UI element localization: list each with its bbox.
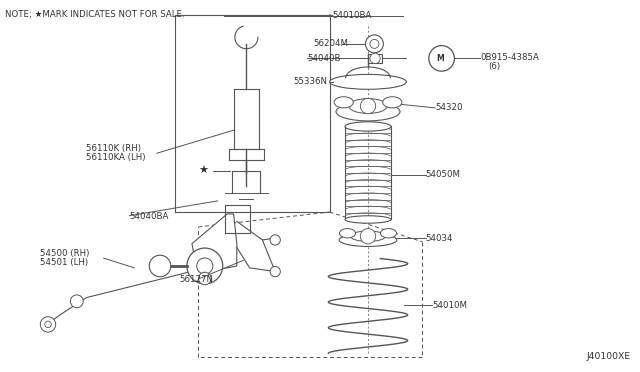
- Text: 56127N: 56127N: [179, 275, 213, 284]
- Circle shape: [70, 295, 83, 308]
- Text: 54500 (RH): 54500 (RH): [40, 249, 90, 258]
- Bar: [368, 54, 382, 63]
- Text: 56110K (RH): 56110K (RH): [86, 144, 141, 153]
- Text: M: M: [436, 54, 444, 63]
- Ellipse shape: [334, 97, 353, 108]
- Text: 54034: 54034: [426, 234, 453, 243]
- Circle shape: [365, 35, 383, 53]
- Text: 54040BA: 54040BA: [129, 212, 169, 221]
- Circle shape: [45, 321, 51, 328]
- Text: 54040B: 54040B: [308, 54, 341, 63]
- Circle shape: [360, 228, 376, 244]
- Ellipse shape: [351, 231, 385, 241]
- Ellipse shape: [339, 234, 397, 247]
- Text: NOTE; ★MARK INDICATES NOT FOR SALE.: NOTE; ★MARK INDICATES NOT FOR SALE.: [5, 10, 185, 19]
- Circle shape: [187, 248, 223, 284]
- Text: 0B915-4385A: 0B915-4385A: [480, 53, 539, 62]
- Circle shape: [270, 266, 280, 277]
- Text: ★: ★: [198, 166, 209, 176]
- Text: 55336N: 55336N: [293, 77, 327, 86]
- Circle shape: [196, 258, 213, 274]
- Text: 54010M: 54010M: [432, 301, 467, 310]
- Text: (6): (6): [488, 62, 500, 71]
- Ellipse shape: [336, 102, 400, 121]
- Text: 54050M: 54050M: [426, 170, 461, 179]
- Ellipse shape: [345, 216, 391, 223]
- Circle shape: [429, 46, 454, 71]
- Circle shape: [149, 255, 171, 277]
- Text: 54320: 54320: [435, 103, 463, 112]
- Text: 54010BA: 54010BA: [333, 11, 372, 20]
- Circle shape: [270, 235, 280, 245]
- Text: 54501 (LH): 54501 (LH): [40, 258, 88, 267]
- Polygon shape: [192, 214, 237, 270]
- Ellipse shape: [349, 99, 387, 113]
- Circle shape: [198, 272, 211, 285]
- Ellipse shape: [339, 228, 356, 238]
- Text: 56110KA (LH): 56110KA (LH): [86, 153, 146, 162]
- Circle shape: [360, 98, 376, 114]
- Text: 56204M: 56204M: [314, 39, 349, 48]
- Ellipse shape: [380, 228, 397, 238]
- Circle shape: [40, 317, 56, 332]
- Circle shape: [370, 53, 380, 64]
- Ellipse shape: [345, 122, 391, 131]
- Circle shape: [370, 39, 379, 48]
- Ellipse shape: [330, 74, 406, 89]
- Text: J40100XE: J40100XE: [586, 352, 630, 361]
- Ellipse shape: [383, 97, 402, 108]
